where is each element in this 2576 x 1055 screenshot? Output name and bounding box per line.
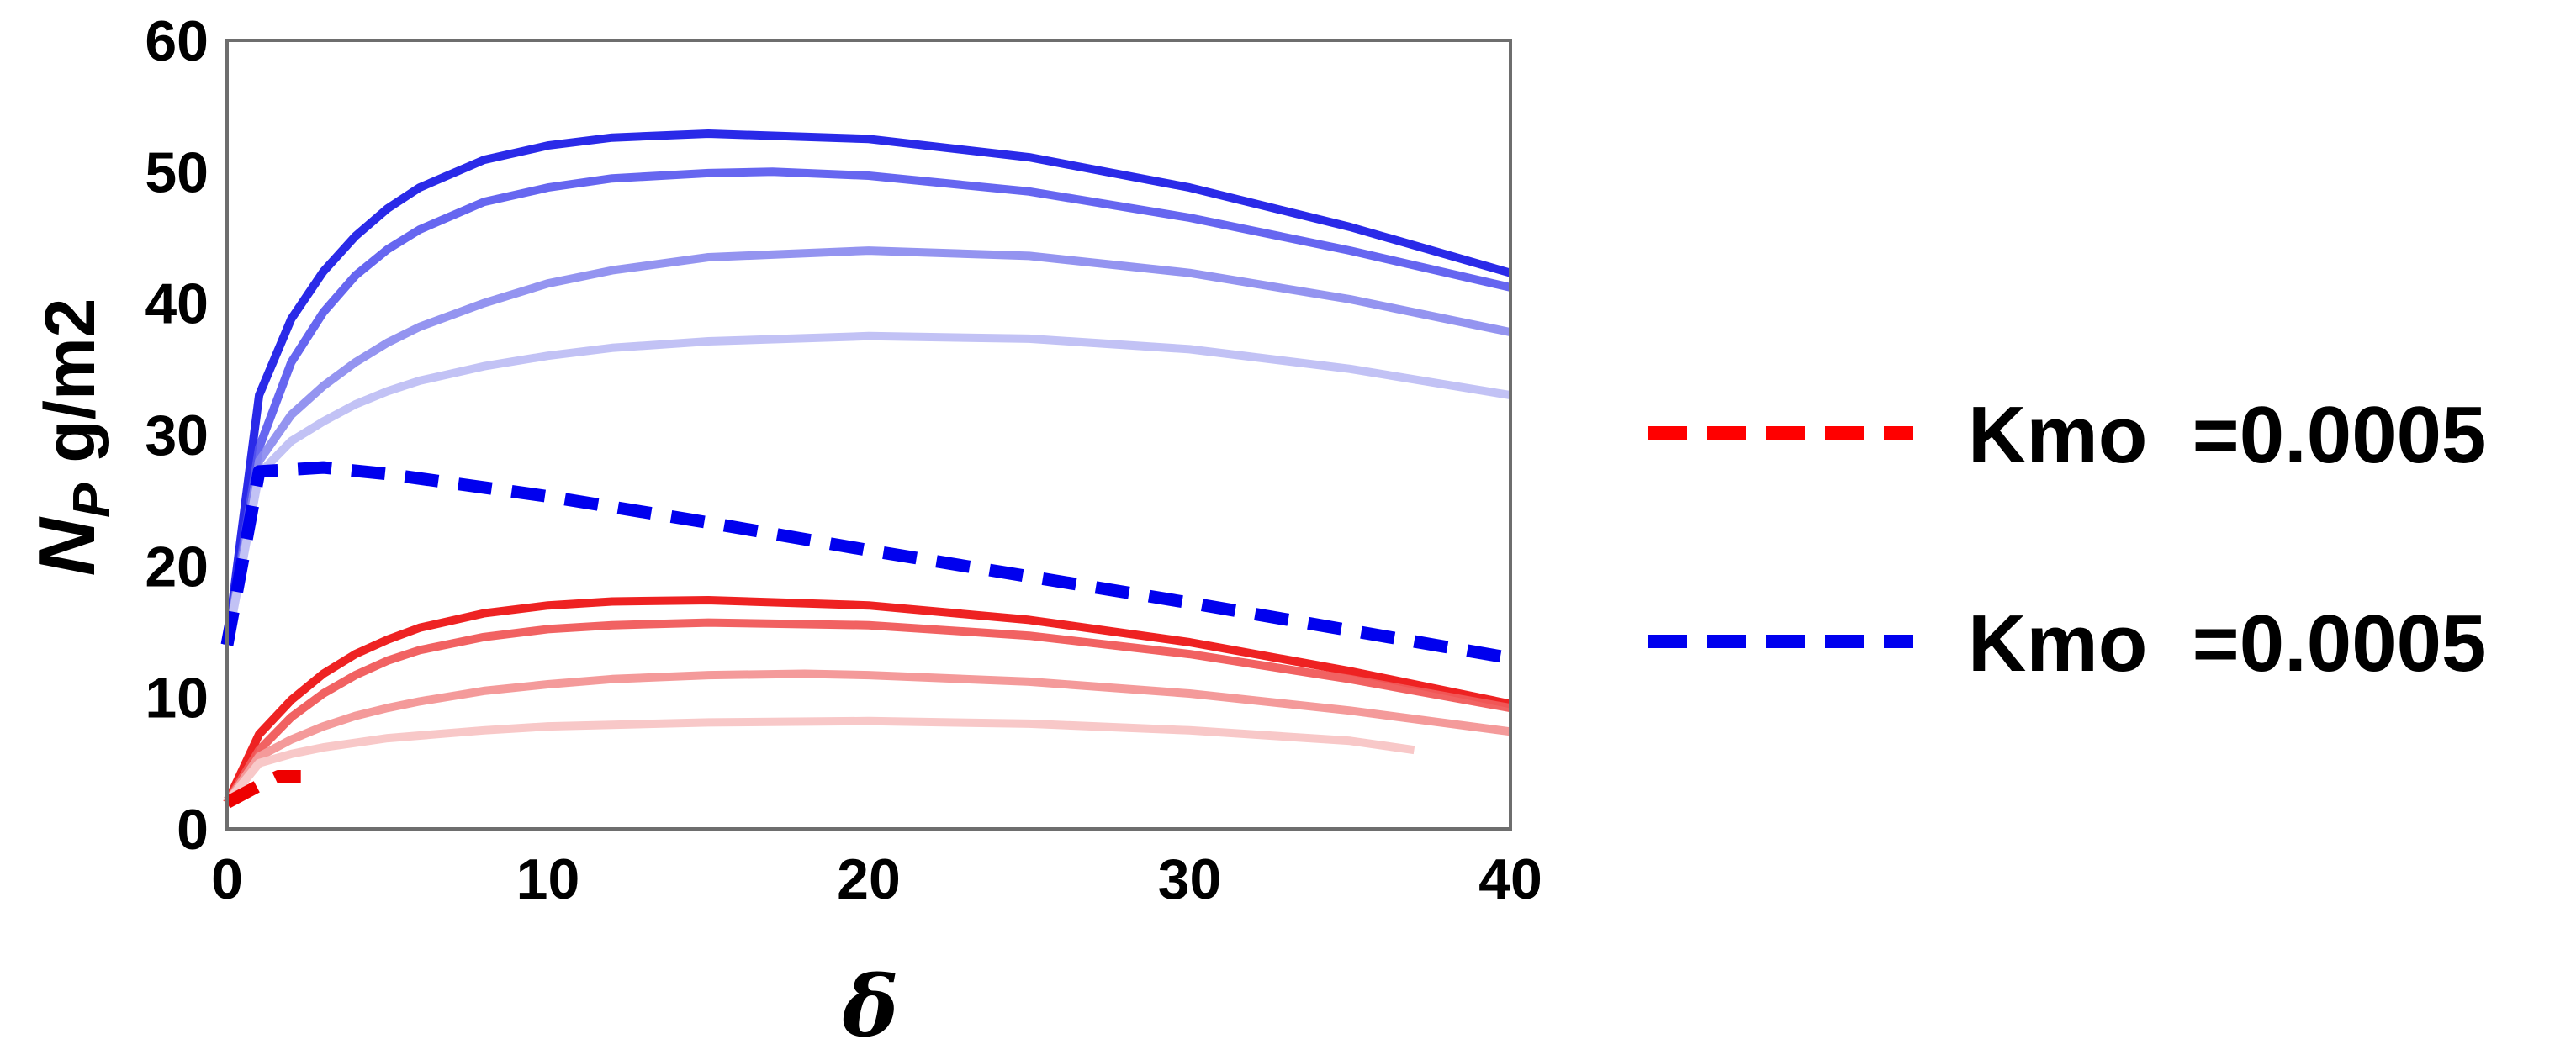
- series-line-6: [223, 596, 1512, 804]
- y-axis-label: NPg/m2: [22, 298, 121, 577]
- x-tick-label: 30: [1158, 847, 1222, 911]
- series-line-2: [223, 167, 1512, 646]
- series-line-4: [223, 331, 1511, 646]
- x-tick-label: 40: [1478, 847, 1542, 911]
- x-axis-label: δ: [842, 957, 899, 1055]
- y-tick-label: 30: [145, 404, 209, 467]
- legend-label-red: Kmo =0.0005: [1968, 390, 2486, 480]
- x-tick-label: 20: [837, 847, 901, 911]
- y-axis-subscript: P: [63, 483, 121, 518]
- y-axis-symbol: N: [22, 516, 112, 576]
- plot-frame: [225, 39, 1512, 831]
- y-axis-unit: g/m2: [30, 298, 109, 463]
- y-tick-label: 10: [145, 667, 209, 731]
- series-line-10: [224, 770, 301, 809]
- legend-label-blue: Kmo =0.0005: [1968, 599, 2486, 688]
- x-tick-label: 10: [516, 847, 580, 911]
- plot-area: [220, 129, 1512, 809]
- y-tick-label: 0: [177, 798, 209, 862]
- series-line-7: [223, 618, 1511, 805]
- series-line-3: [223, 246, 1512, 646]
- y-tick-label: 40: [145, 272, 209, 336]
- x-tick-label: 0: [211, 847, 243, 911]
- y-tick-label: 50: [145, 140, 209, 204]
- y-tick-label: 20: [145, 535, 209, 599]
- series-line-5: [220, 461, 1512, 665]
- x-axis-ticks: 0 10 20 30 40: [211, 847, 1542, 911]
- series-line-1: [223, 129, 1512, 646]
- legend: Kmo =0.0005 Kmo =0.0005: [1648, 390, 2486, 688]
- series-line-9: [224, 716, 1415, 805]
- series-line-8: [223, 669, 1511, 805]
- y-axis-ticks: 0 10 20 30 40 50 60: [145, 9, 209, 862]
- y-tick-label: 60: [145, 9, 209, 73]
